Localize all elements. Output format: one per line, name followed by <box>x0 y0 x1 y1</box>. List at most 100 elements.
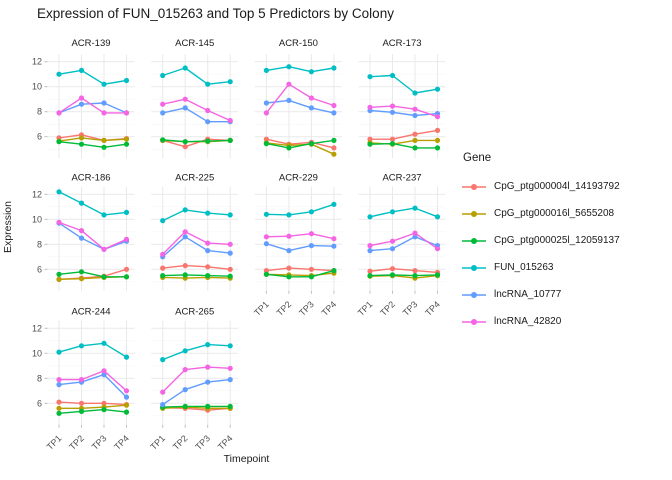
facet-ACR-265: ACR-265 TP1 TP2 TP3 TP4 <box>148 307 239 452</box>
legend-entry-FUN_015263: FUN_015263 <box>461 254 620 281</box>
legend-key-icon <box>462 264 486 271</box>
svg-text:TP3: TP3 <box>90 433 109 452</box>
svg-text:8: 8 <box>37 239 42 249</box>
svg-text:TP4: TP4 <box>112 433 131 452</box>
facet-strip-label: ACR-244 <box>71 307 110 318</box>
facet-strip-label: ACR-186 <box>71 173 110 184</box>
svg-text:8: 8 <box>37 373 42 383</box>
facet-ACR-244: ACR-244 6 8 10 12 TP1 TP2 TP3 TP4 <box>32 307 135 452</box>
series-lncRNA_10777 <box>263 241 337 254</box>
legend-entry-label: lncRNA_42820 <box>494 316 562 327</box>
facet-strip-label: ACR-145 <box>175 38 214 49</box>
series-lncRNA_42820 <box>56 95 130 116</box>
x-axis-ticks: TP1 TP2 TP3 TP4 <box>148 424 235 452</box>
series-CpG_ptg000025l_12059137 <box>263 268 337 280</box>
legend-entry-label: CpG_ptg000025l_12059137 <box>494 235 620 246</box>
facet-strip-label: ACR-173 <box>382 38 421 49</box>
svg-text:12: 12 <box>32 323 42 333</box>
series-lncRNA_10777 <box>160 105 233 125</box>
svg-text:12: 12 <box>32 57 42 67</box>
series-lncRNA_10777 <box>56 372 130 400</box>
facet-ACR-139: ACR-139 6 8 10 12 <box>32 38 135 159</box>
series-FUN_015263 <box>367 205 441 220</box>
series-lncRNA_42820 <box>367 103 441 120</box>
series-FUN_015263 <box>263 64 337 75</box>
facet-strip-label: ACR-139 <box>71 38 110 49</box>
facet-ACR-225: ACR-225 <box>151 173 239 291</box>
svg-text:TP2: TP2 <box>275 299 294 318</box>
series-lncRNA_42820 <box>160 96 233 124</box>
legend-entry-label: CpG_ptg000016l_5655208 <box>494 208 615 219</box>
svg-text:TP4: TP4 <box>216 433 235 452</box>
series-CpG_ptg000025l_12059137 <box>56 407 130 416</box>
series-lncRNA_42820 <box>263 231 337 242</box>
series-CpG_ptg000025l_12059137 <box>263 137 337 151</box>
facet-ACR-229: ACR-229 TP1 TP2 TP3 TP4 <box>252 173 342 318</box>
series-FUN_015263 <box>263 201 337 218</box>
svg-text:10: 10 <box>32 214 42 224</box>
svg-text:TP2: TP2 <box>378 299 397 318</box>
legend: Gene CpG_ptg000004l_14193792 CpG_ptg00001… <box>461 152 620 335</box>
svg-text:TP1: TP1 <box>45 433 64 452</box>
svg-text:6: 6 <box>37 132 42 142</box>
y-axis-ticks: 6 8 10 12 <box>32 323 48 408</box>
series-FUN_015263 <box>160 207 233 224</box>
legend-entry-CpG_ptg000016l_5655208: CpG_ptg000016l_5655208 <box>461 200 620 227</box>
series-FUN_015263 <box>160 342 233 363</box>
series-lncRNA_10777 <box>263 97 337 116</box>
facet-strip-label: ACR-265 <box>175 307 214 318</box>
svg-text:TP1: TP1 <box>252 299 271 318</box>
series-lncRNA_42820 <box>160 229 233 257</box>
legend-entries: CpG_ptg000004l_14193792 CpG_ptg000016l_56… <box>461 173 620 335</box>
svg-text:6: 6 <box>37 398 42 408</box>
svg-text:10: 10 <box>32 82 42 92</box>
legend-entry-CpG_ptg000025l_12059137: CpG_ptg000025l_12059137 <box>461 227 620 254</box>
legend-key-icon <box>462 183 486 190</box>
facet-ACR-145: ACR-145 <box>151 38 239 159</box>
series-CpG_ptg000004l_14193792 <box>367 127 441 142</box>
series-lncRNA_42820 <box>160 364 233 395</box>
series-FUN_015263 <box>56 340 130 360</box>
legend-key-icon <box>462 237 486 244</box>
series-CpG_ptg000004l_14193792 <box>160 263 233 272</box>
series-CpG_ptg000025l_12059137 <box>56 269 130 280</box>
y-axis-ticks: 6 8 10 12 <box>32 57 48 142</box>
series-CpG_ptg000025l_12059137 <box>56 139 130 150</box>
svg-text:8: 8 <box>37 107 42 117</box>
svg-text:TP2: TP2 <box>171 433 190 452</box>
series-CpG_ptg000016l_5655208 <box>367 273 441 281</box>
series-FUN_015263 <box>160 65 233 87</box>
legend-key-icon <box>462 291 486 298</box>
facet-ACR-173: ACR-173 <box>358 38 446 159</box>
series-lncRNA_42820 <box>367 230 441 252</box>
facet-strip-label: ACR-225 <box>175 173 214 184</box>
series-CpG_ptg000004l_14193792 <box>367 266 441 275</box>
svg-text:TP2: TP2 <box>67 433 86 452</box>
facet-strip-label: ACR-237 <box>382 173 421 184</box>
legend-key-icon <box>462 318 486 325</box>
svg-text:10: 10 <box>32 348 42 358</box>
svg-text:TP1: TP1 <box>356 299 375 318</box>
series-CpG_ptg000025l_12059137 <box>367 141 441 151</box>
facet-strip-label: ACR-150 <box>279 38 318 49</box>
svg-text:TP4: TP4 <box>320 299 339 318</box>
legend-entry-lncRNA_10777: lncRNA_10777 <box>461 281 620 308</box>
x-axis-ticks: TP1 TP2 TP3 TP4 <box>252 290 339 318</box>
x-axis-title: Timepoint <box>223 453 270 465</box>
series-lncRNA_10777 <box>160 377 233 408</box>
legend-entry-label: lncRNA_10777 <box>494 289 562 300</box>
series-CpG_ptg000025l_12059137 <box>160 137 233 145</box>
svg-text:TP3: TP3 <box>297 299 316 318</box>
plot-title: Expression of FUN_015263 and Top 5 Predi… <box>37 6 394 21</box>
svg-text:TP4: TP4 <box>423 299 442 318</box>
series-lncRNA_10777 <box>367 107 441 119</box>
legend-entry-CpG_ptg000004l_14193792: CpG_ptg000004l_14193792 <box>461 173 620 200</box>
svg-text:TP1: TP1 <box>148 433 167 452</box>
x-axis-ticks: TP1 TP2 TP3 TP4 <box>45 424 131 452</box>
svg-text:12: 12 <box>32 189 42 199</box>
series-lncRNA_42820 <box>56 219 130 252</box>
facet-ACR-186: ACR-186 6 8 10 12 <box>32 173 135 291</box>
series-FUN_015263 <box>56 67 130 87</box>
